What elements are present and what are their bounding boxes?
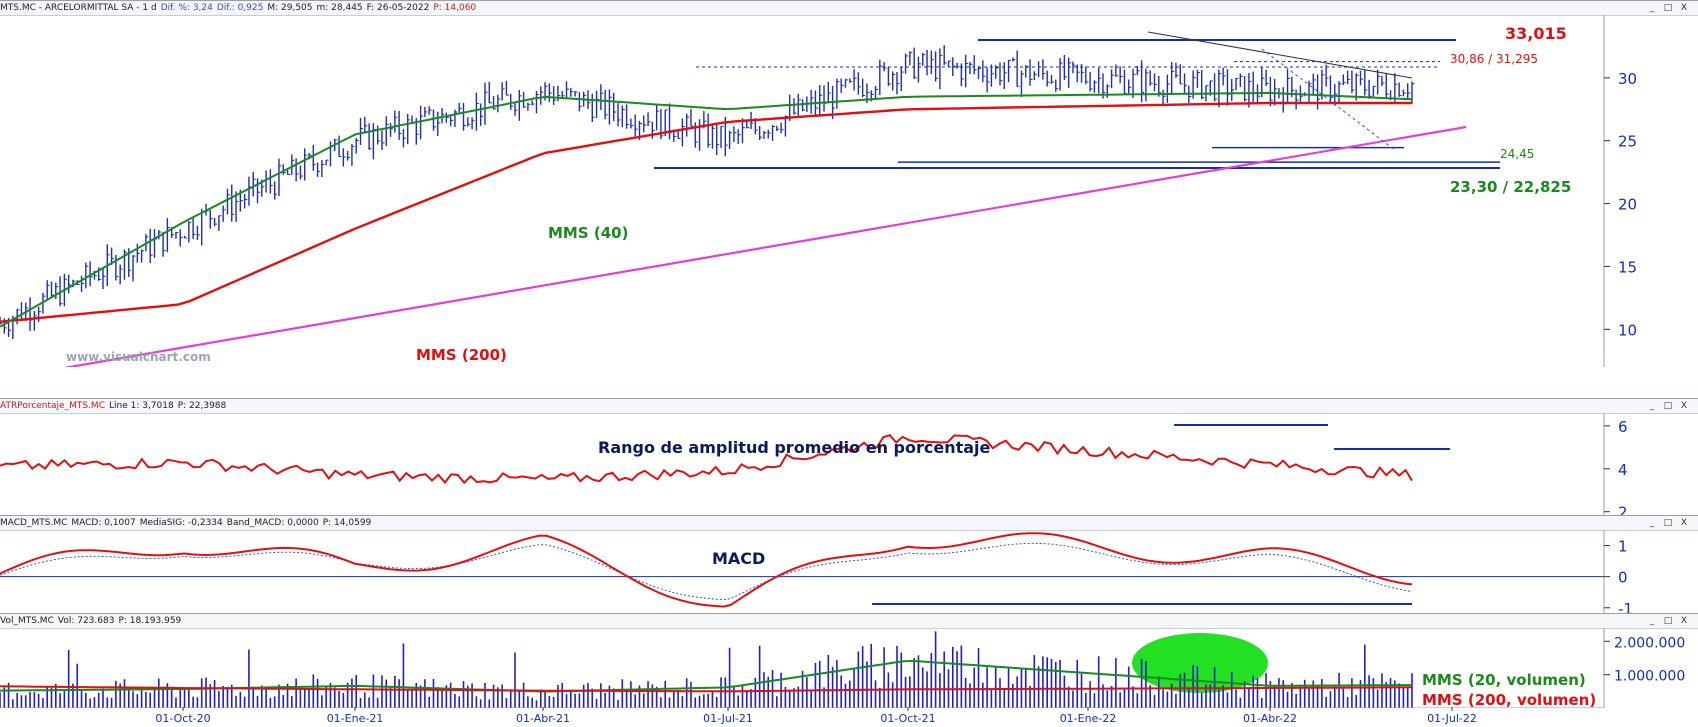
x-tick-label: 01-Abr-21: [516, 712, 570, 725]
volume-panel: Vol_MTS.MC Vol: 723.683 P: 18.193.959 _ □ X …: [0, 613, 1698, 708]
macd-window-controls[interactable]: _ □ X: [1646, 516, 1698, 530]
minimize-icon[interactable]: _: [1649, 616, 1655, 626]
maximize-icon[interactable]: □: [1663, 401, 1673, 411]
mms40-label: MMS (40): [548, 224, 628, 242]
price-tick-label: 10: [1618, 321, 1637, 339]
x-tick-label: 01-Abr-22: [1243, 712, 1297, 725]
volume-mms200-line: [0, 685, 1413, 693]
atr-tick-label: 2: [1618, 504, 1628, 516]
maximize-icon[interactable]: □: [1663, 518, 1673, 528]
atr-label: Rango de amplitud promedio en porcentaje: [598, 438, 991, 457]
macd-panel: MACD_MTS.MC MACD: 0,1007 MediaSIG: -0,2334…: [0, 515, 1698, 614]
price-panel: MTS.MC - ARCELORMITTAL SA - 1 d Dif. %: 3…: [0, 0, 1698, 367]
volume-tick-label: 1.000.000: [1614, 669, 1685, 685]
close-icon[interactable]: X: [1680, 401, 1688, 411]
support-low-label: 23,30 / 22,825: [1450, 178, 1571, 196]
atr-chart: 6 4 2 Rango de amplitud promedio en porcen…: [0, 413, 1628, 516]
atr-tick-label: 4: [1618, 461, 1628, 479]
price-levels: [654, 38, 1500, 170]
x-tick-label: 01-Ene-21: [327, 712, 384, 725]
minimize-icon[interactable]: _: [1649, 3, 1655, 13]
support-trendline: [63, 125, 1467, 367]
volume-bars: [0, 631, 1413, 708]
macd-line: [0, 532, 1413, 608]
x-tick-label: 01-Jul-22: [1427, 712, 1477, 725]
price-tick-label: 20: [1618, 196, 1637, 214]
atr-header: ATRPorcentaje_MTS.MC Line 1: 3,7018 P: 22,…: [0, 399, 1698, 414]
price-tick-label: 30: [1618, 70, 1637, 88]
mms200-label: MMS (200): [416, 346, 507, 364]
watermark: www.visualchart.com: [66, 350, 211, 364]
price-chart: 30 25 20 15 10 33,015 30,86 / 31,295 24,45 2…: [0, 15, 1637, 367]
minimize-icon[interactable]: _: [1649, 518, 1655, 528]
volume-legend-mms200: MMS (200, volumen): [1422, 691, 1596, 708]
price-bars: [0, 45, 1415, 340]
signal-line: [0, 542, 1413, 601]
price-header: MTS.MC - ARCELORMITTAL SA - 1 d Dif. %: 3…: [0, 1, 1698, 16]
x-tick-label: 01-Jul-21: [703, 712, 753, 725]
volume-tick-label: 2.000.000: [1614, 635, 1685, 651]
maximize-icon[interactable]: □: [1663, 616, 1673, 626]
volume-chart: 2.000.000 1.000.000 MMS (20, volumen) MMS…: [0, 628, 1685, 708]
volume-header: Vol_MTS.MC Vol: 723.683 P: 18.193.959 _ □ X: [0, 614, 1698, 629]
macd-label: MACD: [712, 549, 765, 568]
close-icon[interactable]: X: [1680, 3, 1688, 13]
resistance-trendline: [1147, 31, 1413, 79]
maximize-icon[interactable]: □: [1663, 3, 1673, 13]
atr-panel: ATRPorcentaje_MTS.MC Line 1: 3,7018 P: 22,…: [0, 398, 1698, 516]
macd-tick-label: -1: [1618, 600, 1633, 614]
macd-tick-label: 1: [1618, 538, 1628, 556]
atr-tick-label: 6: [1618, 418, 1628, 436]
minimize-icon[interactable]: _: [1649, 401, 1655, 411]
volume-window-controls[interactable]: _ □ X: [1646, 614, 1698, 628]
price-window-controls[interactable]: _ □ X: [1646, 1, 1698, 15]
atr-y-axis: 6 4 2: [1604, 418, 1628, 516]
close-icon[interactable]: X: [1680, 616, 1688, 626]
support-mid-label: 24,45: [1500, 147, 1534, 161]
macd-chart: 1 0 -1 MACD: [0, 530, 1633, 614]
price-y-axis: 30 25 20 15 10: [1604, 70, 1637, 339]
macd-header: MACD_MTS.MC MACD: 0,1007 MediaSIG: -0,2334…: [0, 516, 1698, 531]
volume-legend-mms20: MMS (20, volumen): [1422, 671, 1586, 689]
close-icon[interactable]: X: [1680, 518, 1688, 528]
mms40-line: [0, 91, 1413, 328]
atr-window-controls[interactable]: _ □ X: [1646, 399, 1698, 413]
macd-y-axis: 1 0 -1: [1604, 538, 1633, 614]
x-tick-label: 01-Oct-21: [880, 712, 935, 725]
macd-tick-label: 0: [1618, 569, 1628, 587]
resistance-label: 30,86 / 31,295: [1450, 52, 1538, 66]
x-axis: 01-Oct-20 01-Ene-21 01-Abr-21 01-Jul-21 01-O…: [0, 707, 1604, 725]
price-tick-label: 15: [1618, 258, 1637, 276]
price-tick-label: 25: [1618, 133, 1637, 151]
mms200-line: [0, 101, 1412, 323]
high-label: 33,015: [1505, 24, 1567, 43]
x-tick-label: 01-Oct-20: [155, 712, 210, 725]
atr-line: [0, 433, 1413, 485]
x-tick-label: 01-Ene-22: [1060, 712, 1117, 725]
volume-y-axis: 2.000.000 1.000.000: [1604, 635, 1685, 685]
wedge-line: [1261, 48, 1397, 152]
